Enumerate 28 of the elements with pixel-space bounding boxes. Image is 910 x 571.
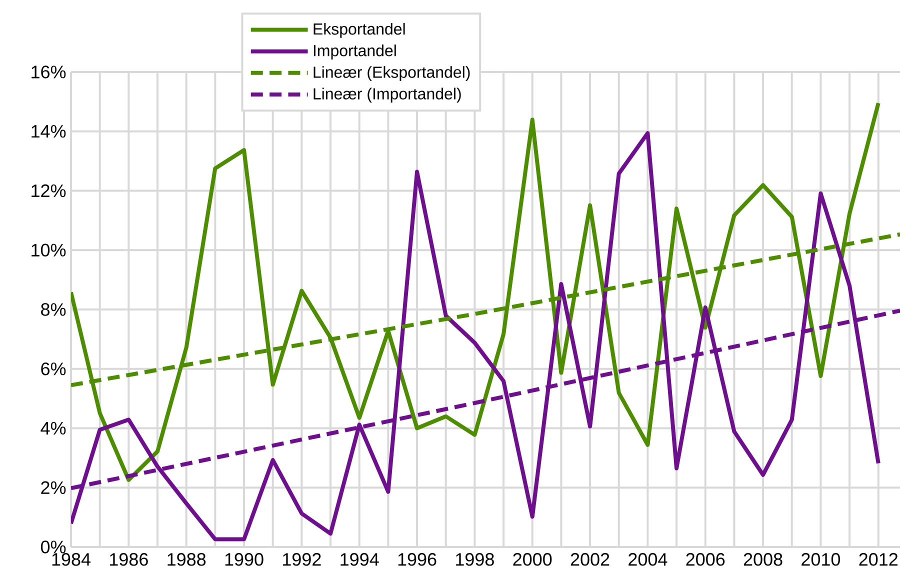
y-tick-label: 10%	[32, 244, 66, 256]
x-tick-label: 1988	[168, 553, 206, 566]
x-tick-label: 1986	[110, 553, 148, 566]
x-tick-label: 2002	[570, 553, 610, 566]
x-tick-label: 1996	[398, 553, 436, 566]
x-tick-label: 2006	[686, 553, 725, 566]
x-tick-label: 2000	[513, 553, 552, 566]
x-tick-label: 1994	[340, 553, 379, 566]
legend-label: Importandel	[314, 44, 396, 60]
x-tick-label: 2010	[802, 553, 840, 566]
x-tick-label: 1998	[456, 553, 494, 566]
x-tick-label: 2008	[744, 553, 782, 566]
y-tick-label: 12%	[32, 184, 66, 198]
legend-label: Lineær (Importandel)	[314, 88, 461, 103]
x-tick-label: 2012	[859, 553, 898, 566]
y-tick-label: 4%	[40, 422, 66, 435]
y-tick-label: 14%	[32, 125, 66, 138]
x-tick-label: 2004	[628, 553, 668, 566]
x-tick-label: 1984	[52, 553, 90, 566]
legend-label: Eksportandel	[314, 22, 405, 38]
y-tick-label: 0%	[40, 540, 66, 554]
y-tick-label: 6%	[41, 362, 66, 376]
y-tick-label: 2%	[41, 481, 66, 494]
legend-label: Lineær (Eksportandel)	[314, 66, 470, 82]
x-tick-label: 1990	[225, 553, 264, 566]
x-tick-label: 1992	[283, 553, 321, 566]
y-tick-label: 8%	[41, 303, 66, 316]
y-tick-label: 16%	[32, 66, 66, 78]
